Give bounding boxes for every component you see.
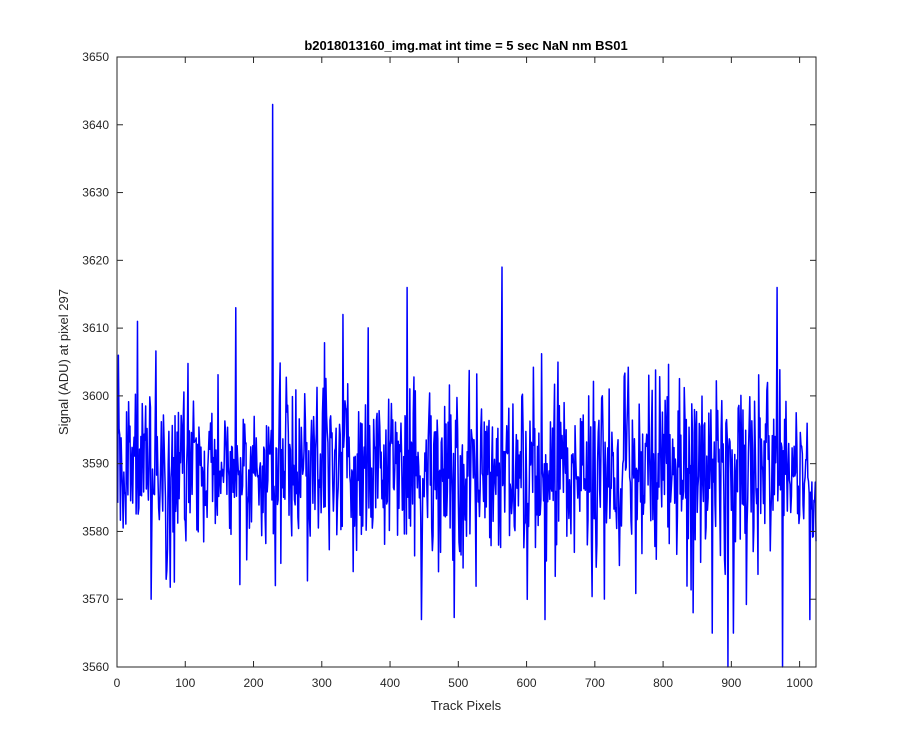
x-tick-label: 300 <box>312 676 332 690</box>
y-tick-label: 3620 <box>82 253 109 267</box>
plot-area <box>117 57 816 667</box>
y-axis-label: Signal (ADU) at pixel 297 <box>56 289 71 435</box>
x-tick-label: 800 <box>653 676 673 690</box>
y-tick-label: 3640 <box>82 118 109 132</box>
x-tick-label: 600 <box>517 676 537 690</box>
x-tick-label: 0 <box>114 676 121 690</box>
y-tick-label: 3580 <box>82 524 109 538</box>
x-tick-label: 200 <box>244 676 264 690</box>
x-tick-label: 1000 <box>786 676 813 690</box>
x-tick-label: 700 <box>585 676 605 690</box>
x-tick-label: 500 <box>448 676 468 690</box>
y-tick-label: 3600 <box>82 389 109 403</box>
y-tick-label: 3630 <box>82 186 109 200</box>
x-tick-label: 900 <box>721 676 741 690</box>
axes-box <box>116 56 817 668</box>
chart-title: b2018013160_img.mat int time = 5 sec NaN… <box>304 38 627 53</box>
y-tick-label: 3590 <box>82 457 109 471</box>
y-tick-label: 3650 <box>82 50 109 64</box>
series-layer <box>116 103 817 668</box>
x-axis-ticks: 0 100 200 300 400 500 600 700 800 900 1000 <box>114 57 813 690</box>
y-tick-label: 3610 <box>82 321 109 335</box>
signal-series-line <box>116 103 817 668</box>
y-tick-label: 3570 <box>82 592 109 606</box>
y-axis-ticks: 3560 3570 3580 3590 3600 3610 3620 3630 3640 3650 <box>82 50 816 674</box>
x-axis-label: Track Pixels <box>431 698 502 713</box>
y-tick-label: 3560 <box>82 660 109 674</box>
x-tick-label: 400 <box>380 676 400 690</box>
x-tick-label: 100 <box>175 676 195 690</box>
